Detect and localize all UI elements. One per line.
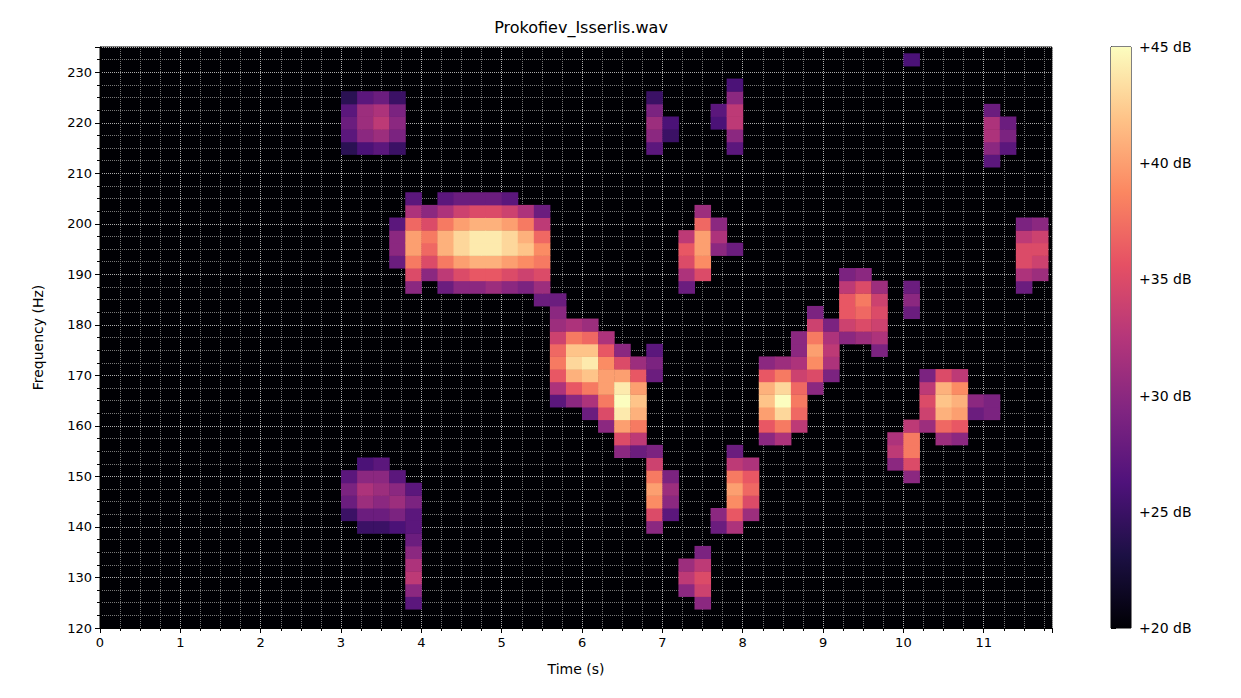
svg-text:230: 230: [67, 65, 92, 80]
svg-text:130: 130: [67, 570, 92, 585]
svg-text:+30 dB: +30 dB: [1139, 388, 1192, 404]
svg-text:160: 160: [67, 418, 92, 433]
svg-text:200: 200: [67, 216, 92, 231]
svg-text:0: 0: [96, 635, 104, 650]
svg-text:+35 dB: +35 dB: [1139, 271, 1192, 287]
svg-text:2: 2: [257, 635, 265, 650]
svg-text:180: 180: [67, 317, 92, 332]
svg-text:190: 190: [67, 267, 92, 282]
svg-text:140: 140: [67, 519, 92, 534]
svg-text:9: 9: [819, 635, 827, 650]
svg-text:150: 150: [67, 469, 92, 484]
svg-text:Frequency (Hz): Frequency (Hz): [30, 285, 46, 391]
svg-text:7: 7: [658, 635, 666, 650]
svg-text:120: 120: [67, 621, 92, 636]
svg-text:Prokofiev_Isserlis.wav: Prokofiev_Isserlis.wav: [494, 18, 668, 38]
svg-text:3: 3: [337, 635, 345, 650]
svg-text:10: 10: [895, 635, 912, 650]
svg-text:+20 dB: +20 dB: [1139, 620, 1192, 636]
svg-text:+25 dB: +25 dB: [1139, 504, 1192, 520]
svg-text:8: 8: [739, 635, 747, 650]
svg-text:+40 dB: +40 dB: [1139, 155, 1192, 171]
svg-text:1: 1: [176, 635, 184, 650]
svg-text:220: 220: [67, 115, 92, 130]
svg-text:11: 11: [975, 635, 992, 650]
svg-text:+45 dB: +45 dB: [1139, 39, 1192, 55]
svg-text:210: 210: [67, 166, 92, 181]
svg-text:4: 4: [417, 635, 425, 650]
svg-text:Time (s): Time (s): [547, 661, 605, 677]
svg-text:5: 5: [498, 635, 506, 650]
svg-text:170: 170: [67, 368, 92, 383]
svg-text:6: 6: [578, 635, 586, 650]
